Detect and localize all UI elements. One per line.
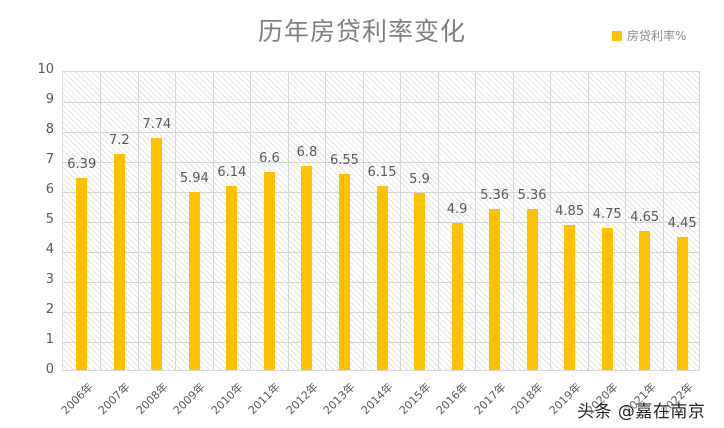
x-tick-label: 2008年 [133, 380, 171, 418]
gridline-vertical [137, 72, 139, 370]
bar-2012年 [301, 166, 313, 370]
data-label: 4.65 [630, 209, 660, 225]
bar-2009年 [188, 191, 200, 370]
gridline-vertical [287, 72, 289, 370]
bar-2020年 [601, 227, 613, 370]
bar-2022年 [676, 236, 688, 370]
x-tick-label: 2007年 [96, 380, 133, 418]
gridline-vertical [587, 72, 589, 370]
bar-2021年 [639, 230, 651, 370]
bar-2014年 [376, 185, 388, 370]
data-label: 6.6 [259, 151, 280, 166]
data-label: 4.9 [446, 202, 468, 217]
y-tick-label: 5 [45, 212, 54, 227]
legend-swatch-icon [612, 30, 622, 41]
gridline-vertical [437, 72, 439, 370]
x-tick-label: 2010年 [208, 380, 246, 418]
x-tick-label: 2015年 [396, 380, 434, 418]
gridline-horizontal [63, 131, 699, 133]
data-label: 6.8 [296, 145, 318, 160]
data-label: 5.36 [480, 188, 510, 204]
bar-2010年 [226, 185, 238, 370]
y-tick-label: 1 [45, 332, 54, 347]
data-label: 5.9 [409, 172, 430, 187]
y-tick-label: 3 [45, 272, 54, 287]
gridline-vertical [100, 72, 102, 370]
data-label: 6.15 [367, 164, 397, 180]
x-tick-label: 2006年 [58, 380, 96, 418]
gridline-vertical [362, 72, 364, 370]
data-label: 6.14 [217, 164, 247, 180]
watermark: 头条 @嘉在南京 [577, 402, 706, 422]
gridline-horizontal [63, 161, 699, 163]
bar-2016年 [451, 223, 463, 370]
gridline-vertical [475, 72, 477, 370]
bar-2018年 [526, 209, 538, 370]
data-label: 7.74 [142, 116, 172, 132]
data-label: 5.36 [517, 188, 547, 204]
data-label: 4.85 [555, 203, 585, 219]
x-tick-label: 2009年 [171, 380, 208, 418]
gridline-horizontal [63, 101, 699, 103]
data-label: 4.45 [667, 215, 697, 231]
gridline-vertical [212, 72, 214, 370]
gridline-vertical [550, 72, 552, 370]
gridline-vertical [400, 72, 402, 370]
y-tick-label: 10 [37, 62, 54, 77]
y-tick-label: 6 [45, 182, 54, 197]
data-label: 6.55 [329, 152, 359, 168]
y-tick-label: 8 [45, 122, 54, 137]
bar-2019年 [564, 224, 576, 370]
bar-2011年 [263, 172, 275, 370]
gridline-vertical [325, 72, 327, 370]
gridline-vertical [250, 72, 252, 370]
bar-2013年 [338, 173, 350, 370]
gridline-vertical [175, 72, 177, 370]
plot-area: 6.39 7.2 7.74 5.94 6.14 6.6 6.8 6.55 6.15 5.9 4.9 5… [62, 71, 700, 371]
x-tick-label: 2012年 [283, 380, 321, 418]
legend: 房贷利率% [612, 27, 686, 44]
bar-2006年 [76, 178, 88, 370]
x-tick-label: 2016年 [433, 380, 471, 418]
x-tick-label: 2017年 [471, 380, 509, 418]
y-tick-label: 4 [45, 242, 54, 257]
gridline-vertical [662, 72, 664, 370]
y-tick-label: 0 [45, 362, 54, 377]
chart-title: 历年房贷利率变化 [257, 17, 466, 46]
bar-2008年 [151, 137, 163, 370]
x-tick-label: 2018年 [508, 380, 546, 418]
bar-2015年 [414, 193, 426, 370]
data-label: 6.39 [67, 157, 97, 173]
bar-2007年 [113, 154, 125, 370]
x-tick-label: 2013年 [321, 380, 359, 418]
gridline-vertical [625, 72, 627, 370]
x-tick-label: 2014年 [358, 380, 396, 418]
y-tick-label: 9 [45, 92, 54, 107]
x-tick-label: 2011年 [246, 380, 284, 418]
data-label: 5.94 [179, 170, 209, 186]
y-tick-label: 7 [45, 152, 54, 167]
bar-2017年 [489, 209, 501, 370]
data-label: 7.2 [108, 133, 130, 148]
data-label: 4.75 [592, 206, 622, 222]
legend-label: 房贷利率% [627, 29, 687, 43]
y-tick-label: 2 [45, 302, 54, 317]
gridline-vertical [512, 72, 514, 370]
